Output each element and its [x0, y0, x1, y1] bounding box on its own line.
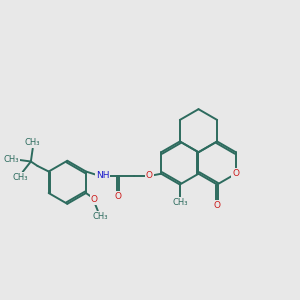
Text: CH₃: CH₃	[172, 198, 188, 207]
Text: O: O	[146, 171, 153, 180]
Text: O: O	[232, 169, 239, 178]
Text: O: O	[115, 192, 122, 201]
Text: CH₃: CH₃	[3, 155, 19, 164]
Text: CH₃: CH₃	[92, 212, 108, 220]
Text: NH: NH	[96, 171, 109, 180]
Text: CH₃: CH₃	[13, 173, 28, 182]
Text: CH₃: CH₃	[25, 138, 40, 147]
Text: O: O	[214, 201, 220, 210]
Text: O: O	[91, 195, 98, 204]
